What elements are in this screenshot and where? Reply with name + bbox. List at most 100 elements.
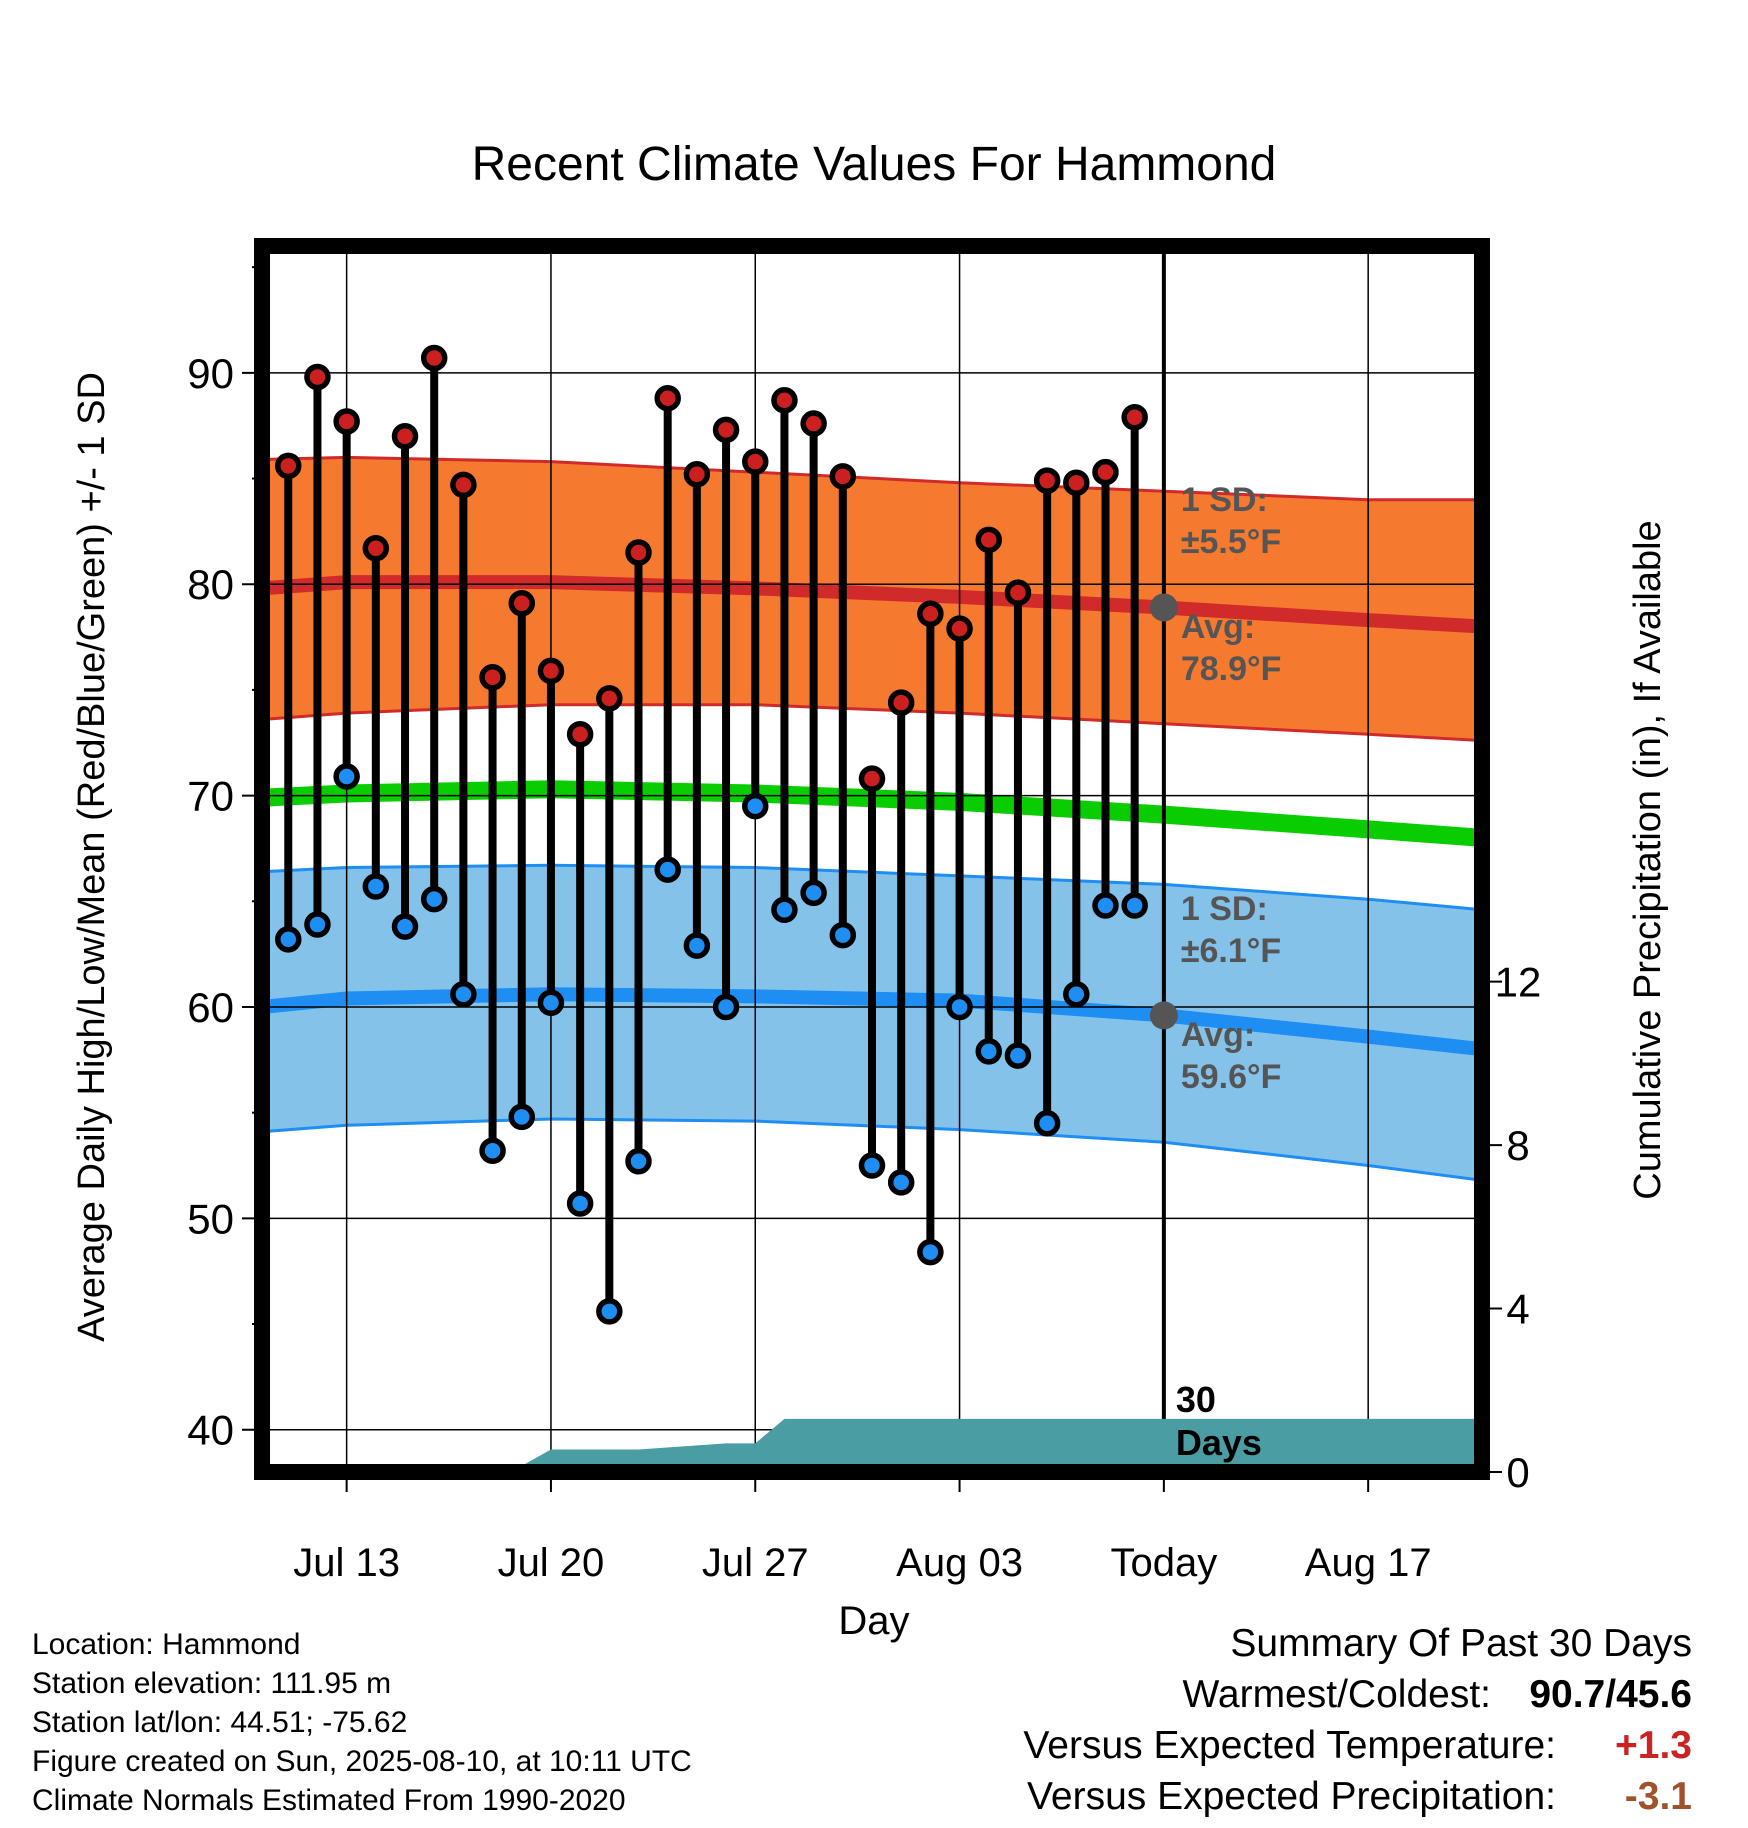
low-marker (304, 911, 331, 938)
y2-tick-label: 0 (1506, 1449, 1529, 1496)
low-marker (1004, 1042, 1032, 1069)
low-marker (946, 993, 973, 1021)
low-marker (537, 989, 565, 1016)
high-sd-label: 1 SD: (1181, 481, 1268, 519)
mean-normal-line (261, 780, 1483, 847)
y2-tick-label: 4 (1506, 1286, 1529, 1333)
high-marker (304, 363, 331, 391)
high-marker (1033, 467, 1061, 494)
high-marker (742, 448, 769, 475)
summary-temp-value: +1.3 (1615, 1724, 1692, 1767)
high-marker (362, 535, 390, 562)
axes: 40 50 60 70 80 90 0 4 8 12 Jul 13 Jul 20 Jul 27 Aug 0… (71, 266, 1669, 1643)
high-marker (712, 416, 740, 444)
high-marker (508, 589, 536, 617)
summary-temp-row: Versus Expected Temperature: +1.3 (1023, 1720, 1692, 1771)
high-marker (333, 408, 360, 435)
y2-axis-label: Cumulative Precipitation (in), If Availa… (1627, 520, 1669, 1199)
y-tick-label: 50 (187, 1195, 234, 1242)
high-marker (800, 410, 827, 437)
summary-precip-row: Versus Expected Precipitation: -3.1 (1023, 1771, 1692, 1822)
high-marker (1121, 403, 1148, 431)
summary-precip-value: -3.1 (1624, 1775, 1692, 1818)
high-marker (596, 685, 623, 712)
low-marker (829, 921, 857, 949)
high-marker (275, 452, 302, 480)
low-marker (742, 792, 769, 820)
low-marker (625, 1148, 652, 1175)
summary-precip-label: Versus Expected Precipitation: (1027, 1775, 1556, 1818)
low-marker (1063, 981, 1090, 1008)
low-marker (712, 993, 740, 1021)
low-marker (654, 856, 681, 883)
y2-tick-label: 12 (1495, 959, 1542, 1006)
high-sd-value: ±5.5°F (1181, 523, 1281, 561)
high-marker (537, 657, 565, 685)
low-marker (508, 1103, 536, 1131)
precip-cumulative-area (262, 1418, 1482, 1472)
summary-title: Summary Of Past 30 Days (1230, 1622, 1692, 1665)
low-normal-line (261, 987, 1483, 1057)
station-info: Location: Hammond Station elevation: 111… (32, 1625, 692, 1820)
y-tick-label: 80 (187, 561, 234, 608)
low-marker (1121, 892, 1148, 919)
high-marker (946, 615, 973, 642)
low-sd-value: ±6.1°F (1181, 932, 1281, 970)
summary-temp-label: Versus Expected Temperature: (1023, 1724, 1556, 1767)
high-marker (450, 471, 477, 499)
x-tick-label: Jul 27 (702, 1541, 809, 1585)
low-sd-label: 1 SD: (1181, 890, 1268, 928)
high-marker (479, 663, 506, 691)
low-marker (858, 1152, 886, 1179)
plot-border (254, 238, 1490, 1480)
high-marker (887, 689, 915, 716)
low-marker (275, 926, 302, 953)
info-location: Location: Hammond (32, 1628, 301, 1661)
annotations: 1 SD: ±5.5°F Avg: 78.9°F 1 SD: ±6.1°F Avg: 59.6… (1149, 481, 1282, 1463)
low-marker (566, 1190, 594, 1217)
low-marker (420, 885, 448, 913)
today-avg-low-dot (1149, 1001, 1178, 1030)
low-marker (333, 763, 360, 790)
y-axis-label: Average Daily High/Low/Mean (Red/Blue/Gr… (71, 372, 113, 1342)
low-marker (362, 873, 390, 900)
daily-stems (284, 358, 1139, 1312)
high-avg-label: Avg: (1181, 608, 1255, 646)
low-marker (450, 981, 477, 1008)
x-tick-label: Today (1110, 1541, 1217, 1585)
high-marker (829, 463, 857, 490)
y-tick-label: 60 (187, 984, 234, 1031)
summary-warmest-row: Warmest/Coldest: 90.7/45.6 (1023, 1669, 1692, 1720)
x-tick-label: Aug 03 (896, 1541, 1023, 1585)
high-marker (1004, 579, 1032, 606)
y-tick-label: 70 (187, 773, 234, 820)
high-marker (625, 539, 652, 566)
info-created: Figure created on Sun, 2025-08-10, at 10… (32, 1745, 692, 1778)
high-marker (858, 765, 886, 792)
info-normals: Climate Normals Estimated From 1990-2020 (32, 1784, 626, 1817)
high-marker (683, 461, 711, 488)
x-tick-label: Jul 20 (498, 1541, 605, 1585)
summary-warmest-value: 90.7/45.6 (1529, 1673, 1692, 1716)
x-tick-label: Aug 17 (1305, 1541, 1432, 1585)
low-marker (975, 1038, 1002, 1065)
x-tick-label: Jul 13 (293, 1541, 400, 1585)
normal-bands (260, 455, 1484, 1183)
high-marker (566, 721, 594, 748)
plot-frame (254, 238, 1490, 1480)
window-label-number: 30 (1176, 1379, 1216, 1420)
low-avg-label: Avg: (1181, 1016, 1255, 1054)
low-marker (596, 1298, 623, 1325)
low-marker (771, 896, 798, 923)
low-marker (800, 879, 827, 907)
info-elevation: Station elevation: 111.95 m (32, 1667, 392, 1700)
high-avg-value: 78.9°F (1181, 650, 1282, 688)
high-marker (391, 422, 419, 450)
y-tick-label: 90 (187, 350, 234, 397)
low-marker (1092, 892, 1119, 919)
y-tick-label: 40 (187, 1407, 234, 1454)
info-latlon: Station lat/lon: 44.51; -75.62 (32, 1706, 408, 1739)
low-marker (683, 932, 711, 959)
high-marker (1092, 458, 1119, 486)
